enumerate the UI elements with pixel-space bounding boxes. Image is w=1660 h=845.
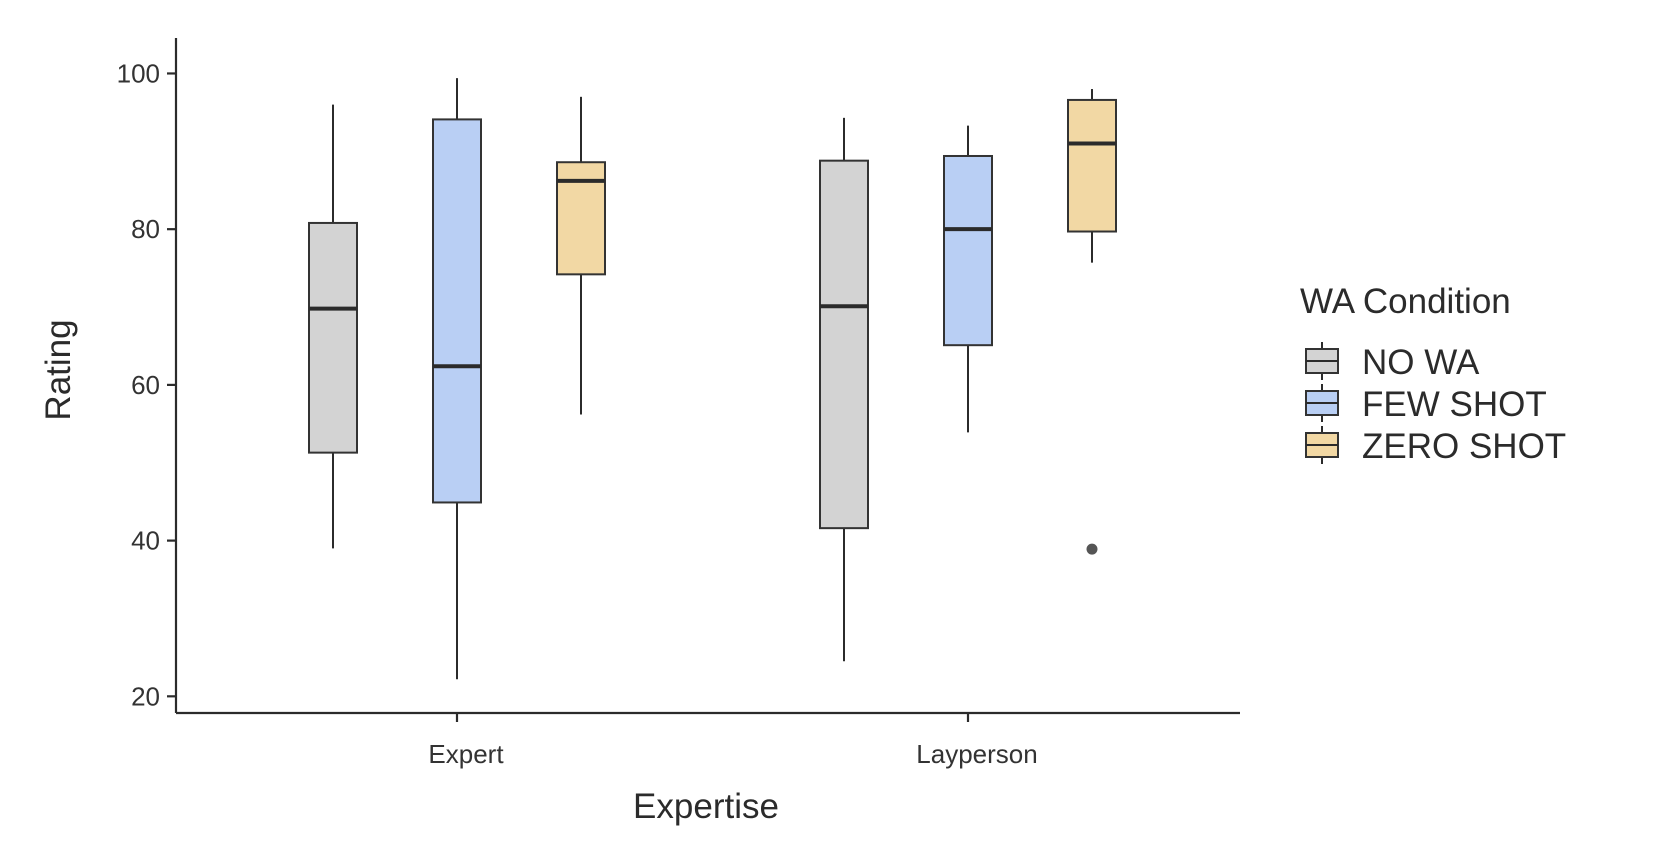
- y-tick-label: 40: [131, 526, 160, 556]
- y-axis-title: Rating: [39, 319, 78, 420]
- box-no-wa-layperson: [819, 117, 869, 662]
- plot-area: [308, 78, 1117, 680]
- legend-item-few-shot: FEW SHOT: [1305, 384, 1547, 424]
- y-tick-label: 60: [131, 370, 160, 400]
- legend-item-zero-shot: ZERO SHOT: [1305, 426, 1566, 466]
- outlier-point: [1086, 543, 1098, 555]
- y-tick-label: 80: [131, 214, 160, 244]
- legend-label: FEW SHOT: [1362, 385, 1547, 424]
- legend-title: WA Condition: [1300, 282, 1511, 321]
- x-axis: Expert Layperson: [176, 711, 1240, 769]
- box-body: [819, 159, 869, 530]
- x-axis-title: Expertise: [633, 787, 779, 826]
- box-few-shot-layperson: [943, 125, 993, 433]
- box-zero-shot-layperson: [1067, 89, 1117, 555]
- legend-label: NO WA: [1362, 343, 1480, 382]
- legend-item-no-wa: NO WA: [1305, 342, 1480, 382]
- box-body: [432, 118, 482, 504]
- x-tick-label: Layperson: [916, 739, 1037, 769]
- y-tick-label: 20: [131, 681, 160, 711]
- box-body: [1067, 98, 1117, 233]
- box-body: [308, 221, 358, 454]
- box-no-wa-expert: [308, 104, 358, 549]
- legend-label: ZERO SHOT: [1362, 427, 1566, 466]
- y-axis: 20 40 60 80 100: [117, 38, 178, 713]
- box-few-shot-expert: [432, 78, 482, 680]
- x-tick-label: Expert: [428, 739, 504, 769]
- y-tick-label: 100: [117, 58, 160, 88]
- box-body: [943, 154, 993, 347]
- box-zero-shot-expert: [556, 96, 606, 415]
